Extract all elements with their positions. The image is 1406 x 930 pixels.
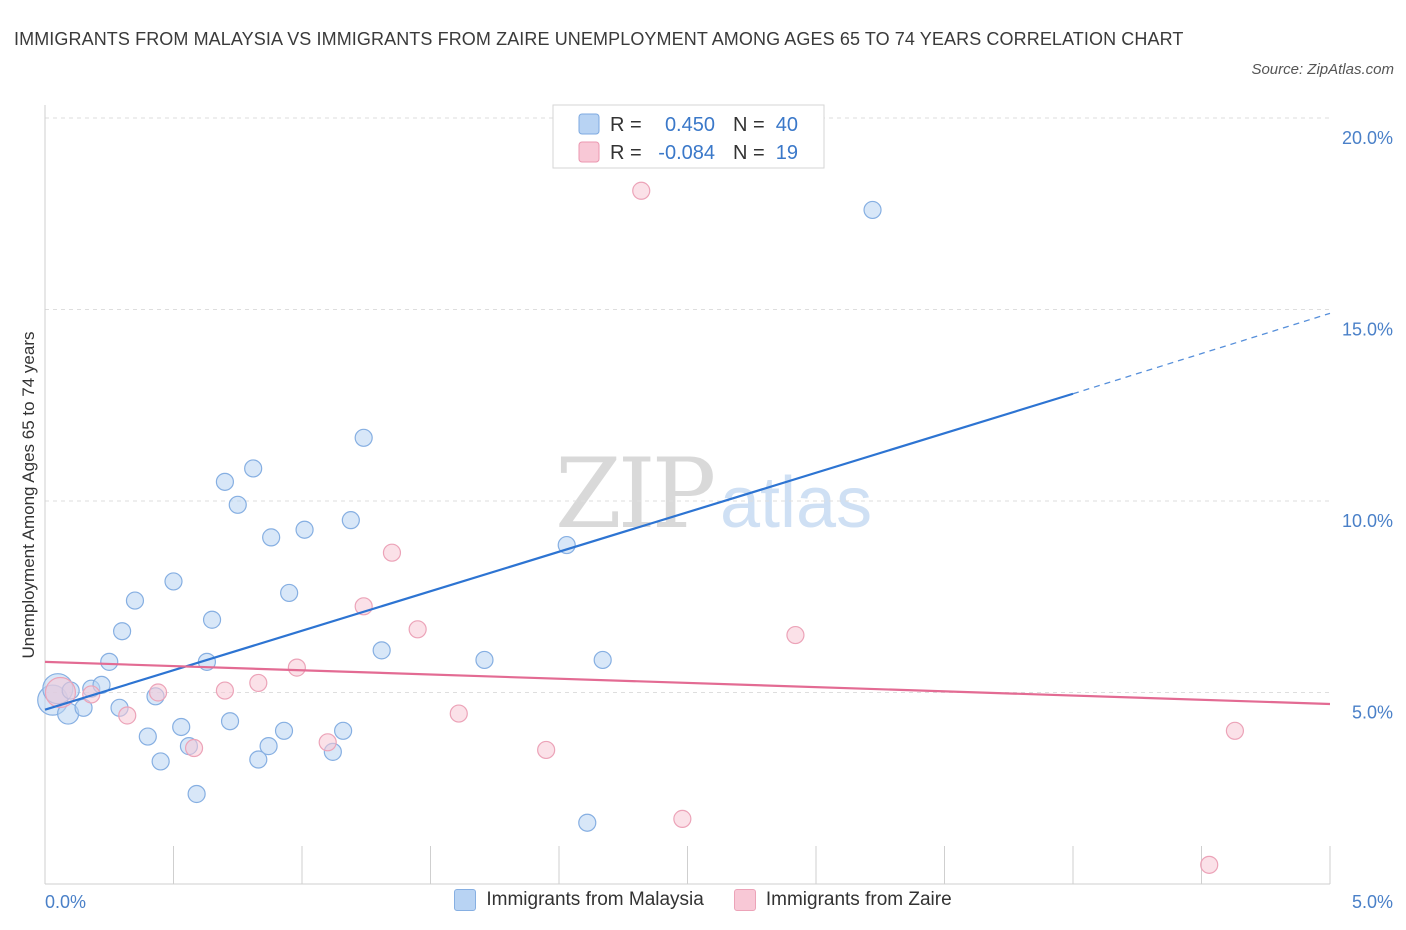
- y-tick-label: 5.0%: [1352, 703, 1393, 723]
- point-zaire: [1225, 721, 1245, 740]
- y-tick-label: 20.0%: [1342, 128, 1393, 148]
- point-malaysia: [341, 511, 360, 530]
- point-malaysia: [249, 750, 268, 769]
- legend-n-label-malaysia: N =: [733, 114, 765, 136]
- chart-title: IMMIGRANTS FROM MALAYSIA VS IMMIGRANTS F…: [14, 29, 1184, 49]
- point-malaysia: [125, 591, 145, 610]
- point-zaire: [632, 181, 651, 200]
- point-zaire: [408, 620, 427, 639]
- point-malaysia: [354, 428, 373, 447]
- legend-label-malaysia: Immigrants from Malaysia: [486, 889, 704, 910]
- point-malaysia: [262, 528, 281, 547]
- trend-line-zaire: [44, 660, 1331, 706]
- legend-swatch-zaire-bottom: [733, 889, 756, 911]
- series-legend: Immigrants from Malaysia Immigrants from…: [0, 889, 1406, 911]
- point-malaysia: [164, 572, 183, 591]
- point-zaire: [44, 676, 77, 709]
- x-tick-label: 5.0%: [1352, 892, 1393, 912]
- legend-item-malaysia: Immigrants from Malaysia: [454, 889, 704, 911]
- point-zaire: [449, 704, 468, 723]
- point-zaire: [287, 658, 306, 677]
- point-zaire: [382, 543, 402, 562]
- point-malaysia: [138, 727, 157, 746]
- watermark-zip: ZIP: [555, 438, 714, 550]
- point-zaire: [215, 681, 234, 700]
- point-malaysia: [215, 472, 234, 491]
- legend-item-zaire: Immigrants from Zaire: [733, 889, 952, 911]
- point-malaysia: [578, 813, 597, 832]
- data-points: [37, 181, 1245, 874]
- x-tick-label: 0.0%: [45, 892, 86, 912]
- watermark-atlas: atlas: [720, 463, 872, 543]
- point-malaysia: [228, 495, 247, 514]
- point-malaysia: [244, 459, 263, 478]
- point-zaire: [184, 738, 204, 758]
- legend-r-label-malaysia: R =: [610, 114, 642, 136]
- x-ticks: [173, 846, 1331, 884]
- point-malaysia: [74, 698, 93, 717]
- point-zaire: [318, 733, 337, 752]
- legend-r-value-malaysia: 0.450: [665, 114, 715, 136]
- point-malaysia: [372, 641, 391, 660]
- point-zaire: [148, 683, 168, 702]
- point-malaysia: [172, 717, 191, 737]
- point-malaysia: [187, 784, 206, 804]
- point-zaire: [118, 706, 137, 725]
- legend-swatch-zaire: [578, 141, 600, 163]
- legend-n-label-zaire: N =: [733, 142, 765, 164]
- point-malaysia: [220, 712, 240, 731]
- point-malaysia: [280, 583, 299, 603]
- point-malaysia: [274, 721, 294, 740]
- stats-legend: R = 0.450 N = 40 R = -0.084 N = 19: [552, 104, 825, 169]
- gridlines: [45, 117, 1330, 693]
- y-tick-labels: 5.0% 10.0% 15.0% 20.0%: [1342, 128, 1393, 723]
- legend-n-value-zaire: 19: [776, 142, 798, 164]
- legend-n-value-malaysia: 40: [776, 114, 798, 136]
- y-tick-label: 10.0%: [1342, 511, 1393, 531]
- point-malaysia: [334, 721, 353, 740]
- point-malaysia: [202, 610, 222, 629]
- point-malaysia: [259, 737, 278, 756]
- x-tick-labels: 0.0% 5.0%: [45, 892, 1393, 912]
- point-zaire: [673, 809, 692, 828]
- point-malaysia: [475, 650, 494, 670]
- point-malaysia: [593, 650, 612, 670]
- point-zaire: [249, 673, 268, 693]
- trend-line-malaysia: [44, 392, 1074, 711]
- point-zaire: [786, 625, 805, 645]
- point-malaysia: [557, 535, 576, 555]
- point-malaysia: [100, 652, 119, 671]
- point-malaysia: [112, 622, 132, 641]
- point-zaire: [1200, 855, 1219, 874]
- legend-swatch-malaysia-bottom: [454, 889, 477, 911]
- point-malaysia: [151, 752, 170, 771]
- y-tick-label: 15.0%: [1342, 320, 1393, 340]
- trend-line-malaysia-extension: [1072, 312, 1331, 395]
- legend-r-label-zaire: R =: [610, 142, 642, 164]
- point-malaysia: [295, 520, 314, 539]
- source-label: Source: ZipAtlas.com: [1251, 61, 1394, 78]
- legend-r-value-zaire: -0.084: [658, 142, 715, 164]
- point-zaire: [537, 740, 556, 760]
- point-malaysia: [863, 200, 882, 220]
- trend-lines: [44, 312, 1331, 711]
- legend-label-zaire: Immigrants from Zaire: [765, 889, 952, 910]
- legend-swatch-malaysia: [578, 113, 600, 135]
